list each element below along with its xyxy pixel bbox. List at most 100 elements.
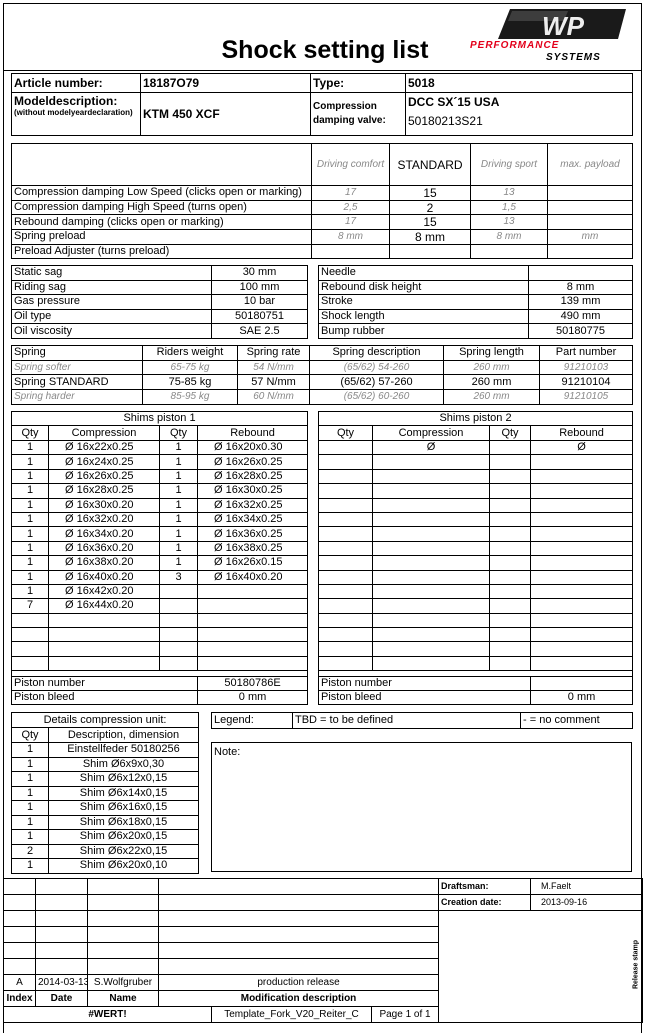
setting-value: 13	[470, 185, 548, 201]
shock-row: Rebound disk height 8 mm	[318, 279, 633, 296]
cu-description: Shim Ø6x20x0,10	[47, 858, 200, 874]
shims-header: Rebound	[196, 425, 309, 441]
sag-label: Oil viscosity	[11, 323, 212, 339]
shock-value: 50180775	[528, 323, 633, 339]
piston-number-label: Piston number	[11, 676, 198, 692]
shim-cell	[48, 612, 160, 629]
shim-cell	[318, 497, 373, 513]
spring-header-row: Spring Riders weight Spring rate Spring des…	[11, 345, 633, 361]
article-value: 18187O79	[140, 73, 311, 93]
shim-cell	[318, 598, 373, 614]
shim-cell: Ø 16x22x0.25	[48, 439, 160, 456]
shim-cell	[318, 612, 373, 629]
setting-value: 17	[311, 185, 390, 201]
shim-row	[318, 569, 634, 585]
shim-cell: Ø 16x26x0.15	[196, 555, 309, 571]
shim-row	[318, 641, 634, 657]
cu-qty: 1	[11, 785, 49, 801]
shim-cell	[318, 483, 373, 499]
shim-row	[318, 483, 634, 499]
valve-label: Compression damping valve:	[310, 92, 406, 136]
cu-qty: 1	[11, 829, 49, 845]
shim-cell	[372, 526, 490, 542]
setting-value: 2,5	[311, 199, 390, 216]
spring-cell: 91210105	[539, 389, 633, 405]
setting-value	[547, 199, 633, 216]
shim-cell: Ø	[372, 439, 490, 456]
shims-header: Rebound	[529, 425, 634, 441]
shim-cell	[529, 583, 634, 600]
shim-cell	[489, 598, 531, 614]
shim-cell	[318, 540, 373, 557]
setting-label: Spring preload	[11, 229, 312, 245]
shim-cell	[196, 612, 309, 629]
shim-cell	[372, 497, 490, 513]
settings-table: Driving comfort STANDARD Driving sport m…	[11, 143, 633, 260]
shim-cell	[489, 655, 531, 672]
note-box[interactable]: Note:	[211, 742, 632, 872]
setting-value: 8 mm	[389, 229, 471, 245]
spring-cell: Spring harder	[11, 389, 143, 405]
shim-cell	[48, 627, 160, 643]
shim-cell	[529, 540, 634, 557]
shim-cell	[529, 641, 634, 657]
shim-cell: Ø 16x30x0.25	[196, 483, 309, 499]
cu-qty: 2	[11, 843, 49, 859]
shims-header: Qty	[318, 425, 373, 441]
cu-qty: 1	[11, 756, 49, 772]
shim-cell: Ø 16x32x0.20	[48, 511, 160, 528]
shim-cell	[529, 655, 634, 672]
legend-label: Legend:	[211, 712, 293, 729]
shim-cell	[529, 526, 634, 542]
legend-dash: - = no comment	[520, 712, 633, 729]
shim-cell	[159, 641, 198, 657]
sag-value: 50180751	[211, 308, 308, 325]
setting-value: 13	[470, 214, 548, 231]
shim-cell: 7	[11, 598, 49, 614]
shims-header: Qty	[489, 425, 531, 441]
shim-cell	[489, 483, 531, 499]
shim-cell	[196, 627, 309, 643]
shim-cell: 1	[159, 454, 198, 470]
cu-row: 2 Shim Ø6x22x0,15	[11, 843, 200, 859]
setting-value: 17	[311, 214, 390, 231]
shims-header-row: Qty Compression Qty Rebound	[11, 425, 309, 441]
spring-table: Spring Riders weight Spring rate Spring des…	[11, 345, 633, 405]
spring-header: Riders weight	[142, 345, 238, 361]
sag-value: 100 mm	[211, 279, 308, 296]
shim-cell	[489, 612, 531, 629]
cu-row: 1 Einstellfeder 50180256	[11, 742, 200, 758]
shim-row	[11, 627, 309, 643]
cu-description: Shim Ø6x14x0,15	[47, 785, 200, 801]
shim-cell	[529, 555, 634, 571]
shim-cell	[372, 655, 490, 672]
shim-cell: Ø 16x32x0.25	[196, 497, 309, 513]
header-standard: STANDARD	[389, 143, 471, 186]
article-table: Article number: 18187O79 Type: 5018 Mode…	[11, 73, 633, 136]
shim-cell: 1	[159, 468, 198, 485]
cu-description: Shim Ø6x22x0,15	[47, 843, 200, 859]
shim-cell	[489, 454, 531, 470]
shim-cell	[489, 583, 531, 600]
shim-cell: Ø 16x28x0.25	[196, 468, 309, 485]
shock-table: Needle Rebound disk height 8 mm Stroke 139 m…	[318, 265, 633, 339]
shim-cell: Ø 16x34x0.25	[196, 511, 309, 528]
shock-value: 490 mm	[528, 308, 633, 325]
shim-cell	[11, 655, 49, 672]
setting-value: 1,5	[470, 199, 548, 216]
shim-cell: Ø 16x40x0.20	[196, 569, 309, 585]
shock-label: Stroke	[318, 294, 529, 310]
sag-row: Oil viscosity SAE 2.5	[11, 323, 308, 339]
settings-row: Compression damping High Speed (turns op…	[11, 199, 633, 216]
shim-cell: 1	[159, 439, 198, 456]
spring-cell: 60 N/mm	[237, 389, 310, 405]
type-value: 5018	[405, 73, 633, 93]
spring-cell: (65/62) 57-260	[309, 374, 444, 391]
shim-row	[318, 583, 634, 600]
spring-cell: 91210104	[539, 374, 633, 391]
cu-row: 1 Shim Ø6x12x0,15	[11, 771, 200, 787]
shim-cell	[372, 627, 490, 643]
